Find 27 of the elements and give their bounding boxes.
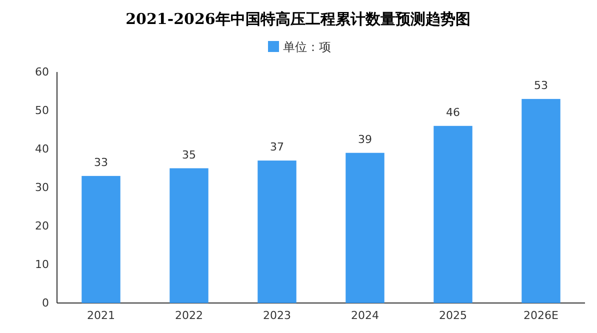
data-label: 46 [446,106,460,119]
x-tick-label: 2023 [263,308,291,322]
chart-title: 2021-2026年中国特高压工程累计数量预测趋势图 [126,10,470,28]
bar [258,160,296,303]
bar [82,176,120,303]
bar [522,98,560,303]
y-tick-label: 30 [35,181,49,194]
bar [346,152,384,303]
bar [170,168,208,303]
y-tick-label: 60 [35,66,49,79]
y-tick-label: 0 [42,296,49,310]
y-tick-label: 50 [35,104,49,118]
data-label: 33 [94,156,108,169]
x-tick-label: 2021 [87,308,115,322]
data-label: 39 [358,132,372,146]
data-label: 53 [534,78,548,92]
data-label: 37 [270,140,284,154]
bar [434,126,472,303]
x-tick-label: 2025 [439,308,467,322]
y-tick-label: 20 [35,220,49,233]
x-tick-label: 2022 [175,308,203,322]
y-tick-label: 10 [35,258,49,272]
legend-label: 单位：项 [283,40,331,54]
x-tick-label: 2026E [524,308,559,322]
x-tick-label: 2024 [351,308,379,322]
y-tick-label: 40 [35,142,49,156]
data-label: 35 [182,148,196,162]
